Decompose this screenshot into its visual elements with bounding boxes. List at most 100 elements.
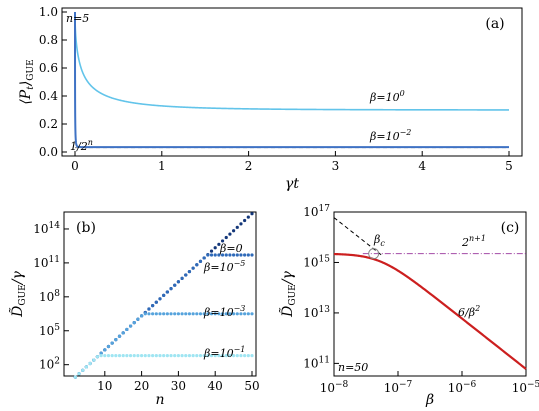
data-point	[125, 327, 129, 332]
data-point	[246, 253, 250, 257]
panel-b-frame	[63, 211, 257, 377]
panel-c-ylabel: D̃GUE/γ	[278, 271, 298, 318]
data-point	[243, 218, 247, 223]
x-tick-label: 30	[171, 379, 186, 393]
data-point	[81, 368, 85, 372]
data-point	[158, 354, 162, 358]
data-point	[128, 354, 133, 358]
data-point	[140, 354, 144, 358]
panel-a-frame	[61, 7, 523, 157]
data-point	[132, 321, 136, 325]
data-point	[232, 253, 236, 257]
data-point	[165, 354, 169, 358]
data-point	[187, 269, 192, 274]
y-tick-label: 0.8	[39, 33, 58, 47]
panel-c: 10−8 10−7 10−6 10−5 1011 1013 1015 1017 (c) n=5…	[278, 204, 539, 408]
data-point	[103, 354, 107, 358]
y-tick-label: 108	[39, 289, 60, 304]
series-label-beta-1e-5: β=10−5	[203, 259, 245, 274]
data-point	[217, 253, 221, 257]
panel-c-ticks: 10−8 10−7 10−6 10−5 1011 1013 1015 1017	[303, 204, 539, 395]
data-point	[213, 312, 217, 316]
panel-a-ticks: 0 1 2 3 4 5 0.0 0.2 0.4 0.6 0.8 1.0	[39, 5, 513, 173]
data-point	[198, 312, 203, 316]
data-point	[73, 375, 77, 379]
panel-b: 10 20 30 40 50 102 105 108 1011 1014 (b) β=0 β=10…	[8, 211, 260, 408]
data-point	[217, 312, 221, 316]
y-tick-label: 1015	[303, 254, 330, 269]
data-point	[209, 249, 214, 253]
panel-a-letter: (a)	[485, 16, 504, 32]
data-point	[143, 354, 147, 358]
beta-c-marker	[368, 248, 380, 260]
panel-a: 0 1 2 3 4 5 0.0 0.2 0.4 0.6 0.8 1.0 (a) n=5 1/2n β=…	[18, 5, 523, 192]
x-tick-label: 10	[97, 379, 112, 393]
data-point	[125, 354, 129, 358]
series-label-beta-0.01: β=10−2	[369, 128, 411, 143]
baseline-label: 1/2n	[70, 138, 93, 153]
data-point	[228, 232, 232, 236]
data-point	[224, 312, 228, 316]
data-point	[198, 354, 203, 358]
data-point	[239, 312, 243, 316]
data-point	[169, 286, 173, 291]
series-label-beta-0: β=0	[219, 242, 243, 255]
x-tick-label: 20	[134, 379, 149, 393]
y-tick-label: 1014	[33, 221, 60, 236]
panel-a-ylabel: ⟨Pt⟩GUE	[18, 59, 36, 104]
data-point	[220, 312, 225, 316]
data-point	[206, 312, 210, 316]
data-point	[217, 354, 221, 358]
beta-c-label: βc	[373, 233, 385, 248]
data-point	[213, 246, 217, 250]
data-point	[114, 338, 118, 342]
data-point	[184, 312, 188, 316]
data-point	[176, 280, 180, 284]
data-point	[220, 239, 225, 243]
data-point	[136, 354, 140, 358]
data-point	[187, 312, 192, 316]
x-tick-label: 2	[245, 159, 253, 173]
data-point	[228, 312, 232, 316]
data-point	[239, 253, 243, 257]
data-point	[250, 312, 254, 316]
data-point	[128, 324, 133, 328]
data-point	[132, 354, 136, 358]
data-point	[151, 354, 155, 358]
panel-b-xlabel: n	[155, 392, 164, 408]
data-point	[121, 354, 125, 358]
panel-b-points	[73, 212, 254, 379]
data-point	[143, 312, 147, 316]
data-point	[235, 354, 239, 358]
panel-b-ticks: 10 20 30 40 50 102 105 108 1011 1014	[33, 221, 259, 393]
data-point	[77, 372, 81, 376]
series-label-beta-1e-1: β=10−1	[203, 345, 245, 360]
panel-c-letter: (c)	[501, 220, 520, 236]
series-beta-1	[74, 12, 509, 111]
data-point	[206, 354, 210, 358]
data-point	[147, 354, 151, 358]
data-point	[154, 312, 158, 316]
data-point	[202, 354, 206, 358]
data-point	[106, 354, 111, 358]
data-point	[106, 344, 111, 349]
asymptote-label: 6/β2	[458, 304, 480, 319]
series-label-beta-1e-3: β=10−3	[203, 304, 245, 319]
data-point	[250, 354, 254, 358]
y-tick-label: 0.4	[39, 89, 58, 103]
data-point	[195, 354, 199, 358]
series-beta-0.01	[74, 12, 509, 149]
y-tick-label: 0.2	[39, 117, 58, 131]
data-point	[158, 312, 162, 316]
data-point	[180, 354, 184, 358]
data-point	[228, 354, 232, 358]
x-tick-label: 10−5	[512, 380, 539, 395]
y-tick-label: 1013	[303, 305, 330, 320]
data-point	[184, 354, 188, 358]
data-point	[99, 354, 103, 358]
data-point	[180, 276, 184, 280]
x-tick-label: 4	[418, 159, 426, 173]
data-point	[191, 354, 195, 358]
panel-b-letter: (b)	[76, 220, 96, 236]
data-point	[224, 235, 228, 240]
